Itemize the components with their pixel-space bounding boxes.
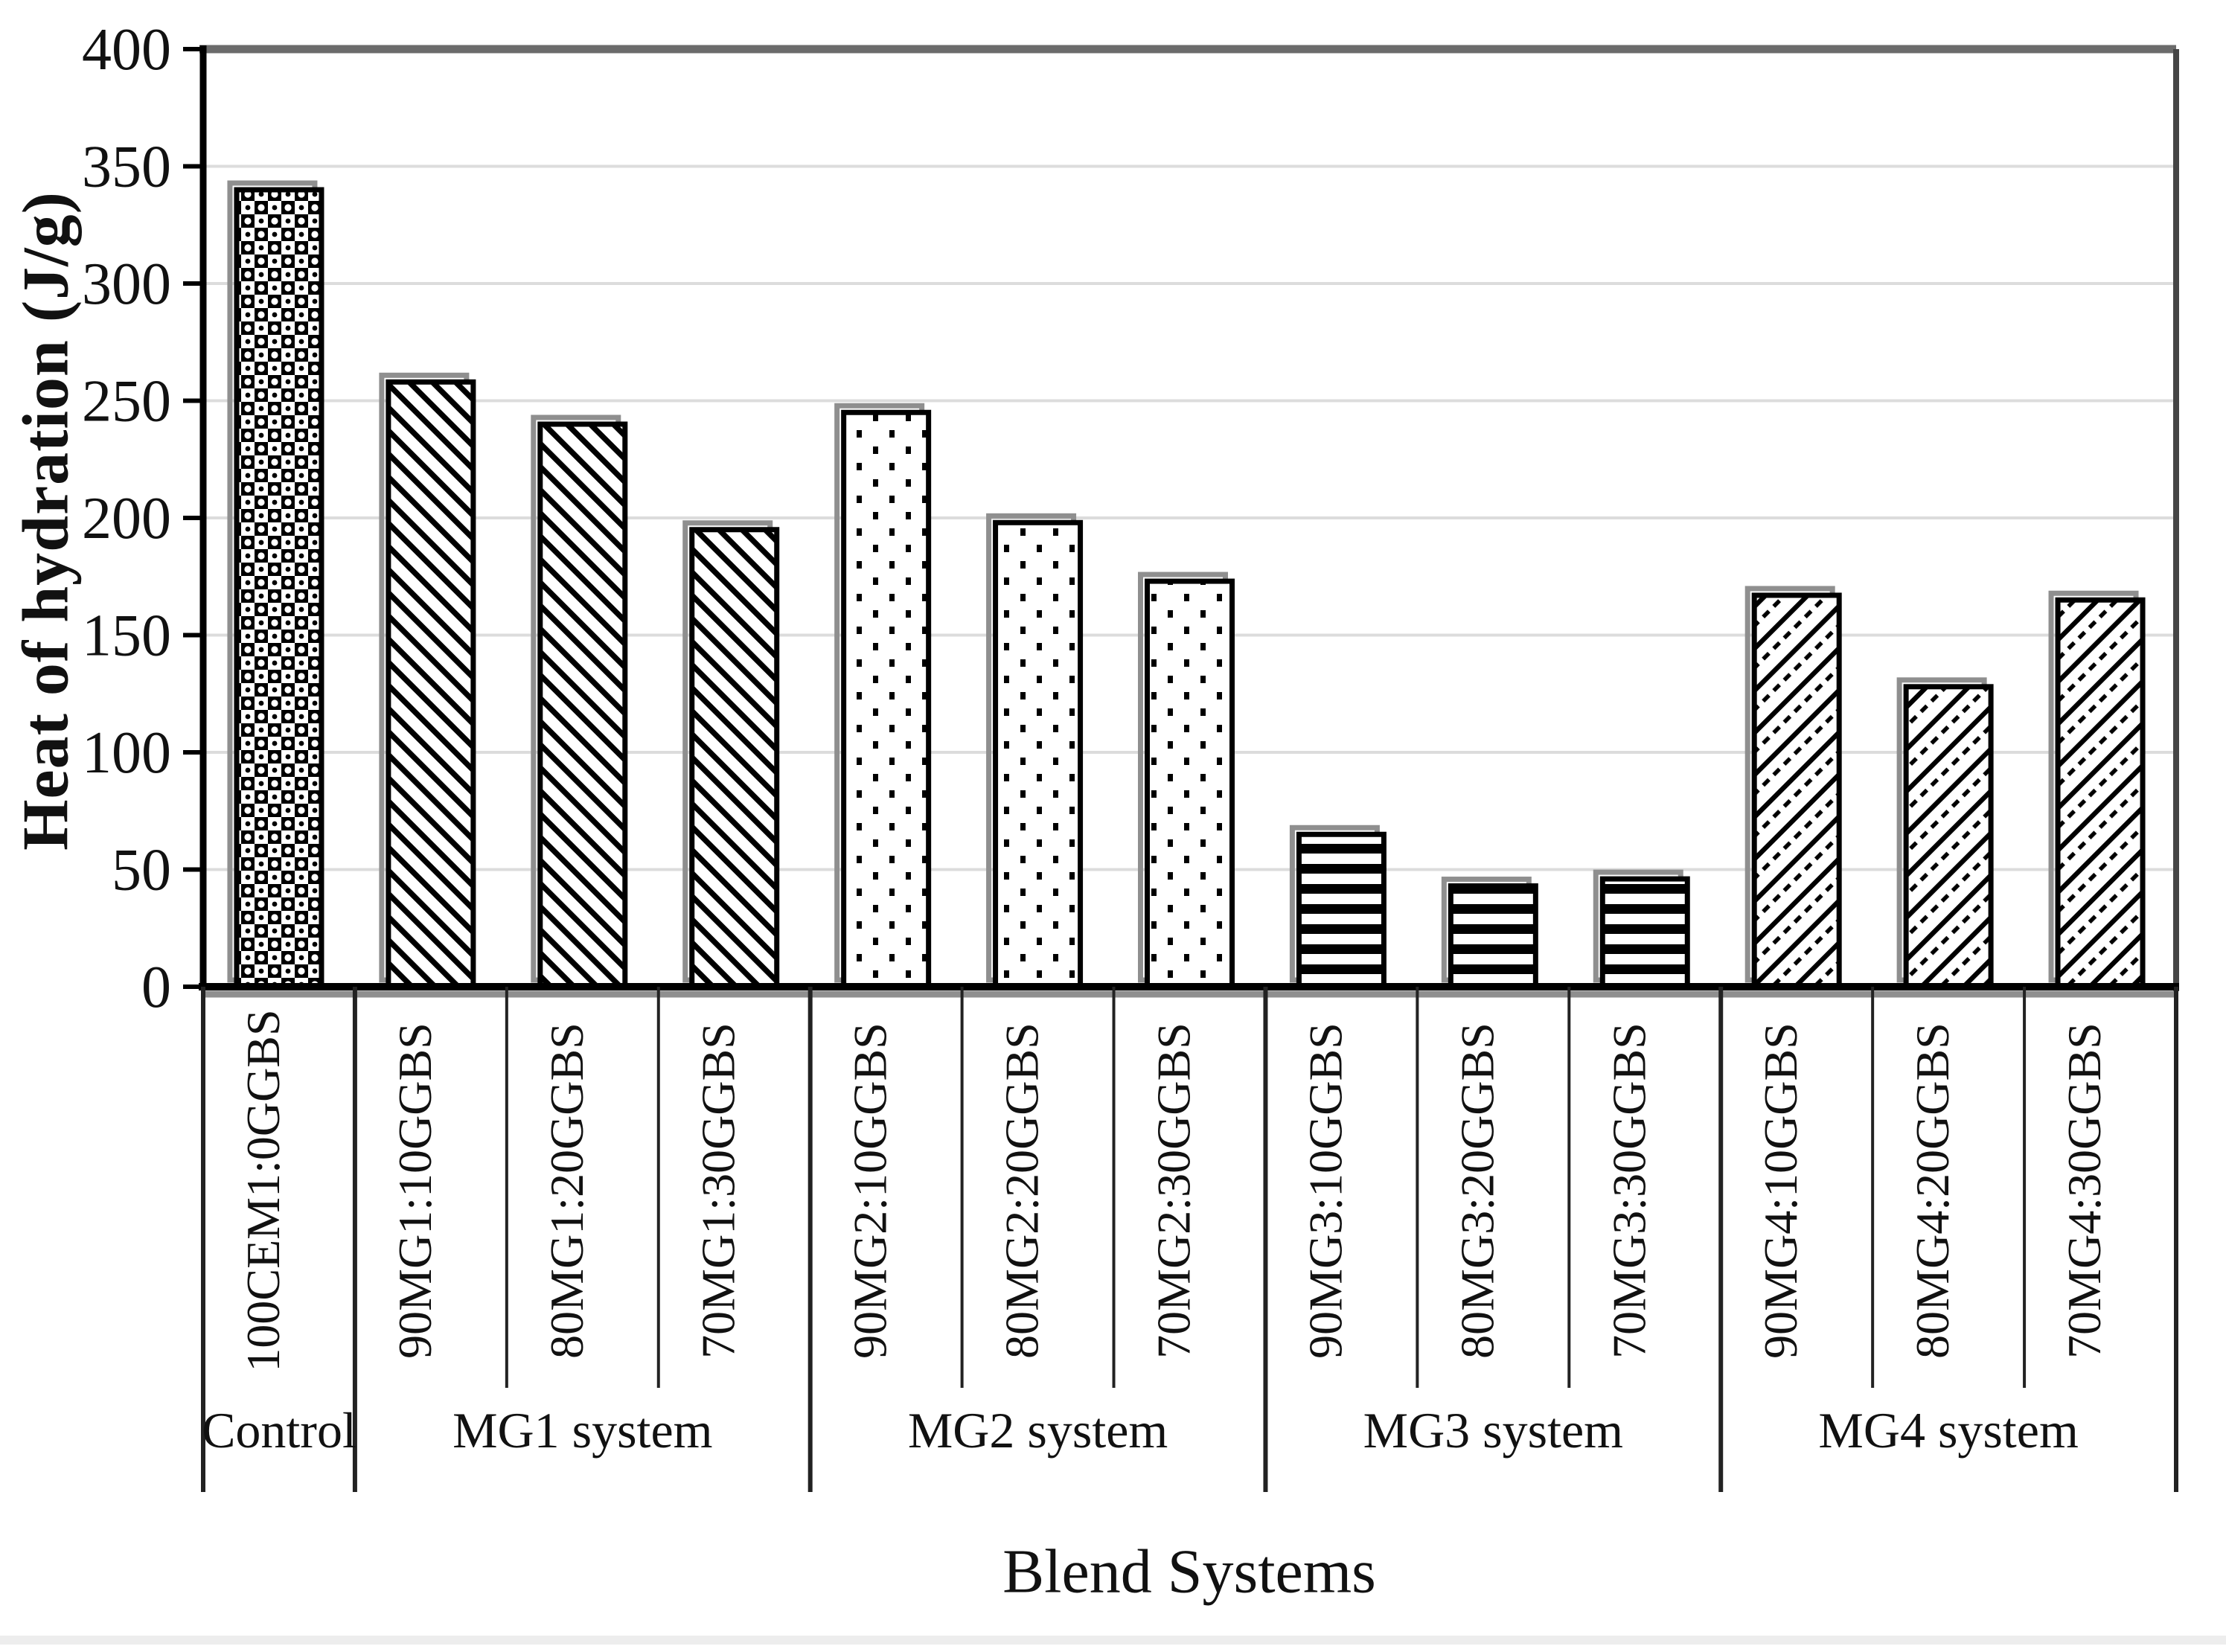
y-tick-label-0: 0	[141, 955, 171, 1020]
bar-70MG3:30GGBS	[1599, 876, 1690, 990]
bar-90MG3:10GGBS	[1296, 831, 1387, 990]
y-tick-label-100: 100	[82, 720, 171, 786]
y-tick-label-200: 200	[82, 486, 171, 551]
bar-80MG3:20GGBS	[1448, 883, 1538, 990]
category-label-70MG2:30GGBS: 70MG2:30GGBS	[1148, 1022, 1200, 1359]
x-axis-title: Blend Systems	[1002, 1537, 1376, 1607]
bar-80MG4:20GGBS	[1903, 684, 1994, 990]
y-tick-label-50: 50	[112, 838, 171, 903]
y-tick-label-150: 150	[82, 604, 171, 669]
scan-edge-artifact	[0, 1636, 2226, 1645]
bar-90MG4:10GGBS	[1751, 592, 1842, 990]
category-label-70MG3:30GGBS: 70MG3:30GGBS	[1602, 1022, 1655, 1359]
y-tick-label-250: 250	[82, 369, 171, 435]
bar-70MG2:30GGBS	[1145, 578, 1235, 990]
bar-100CEM1:0GGBS	[234, 187, 324, 990]
category-label-90MG3:10GGBS: 90MG3:10GGBS	[1299, 1022, 1352, 1359]
group-label-MG3 system: MG3 system	[1363, 1402, 1623, 1459]
category-label-90MG4:10GGBS: 90MG4:10GGBS	[1754, 1022, 1807, 1359]
y-tick-label-350: 350	[82, 135, 171, 200]
category-label-80MG3:20GGBS: 80MG3:20GGBS	[1451, 1022, 1503, 1359]
group-label-Control: Control	[202, 1402, 356, 1459]
axes-layer	[183, 45, 2179, 998]
category-label-70MG4:30GGBS: 70MG4:30GGBS	[2058, 1022, 2111, 1359]
y-tick-label-300: 300	[82, 252, 171, 317]
category-label-80MG2:20GGBS: 80MG2:20GGBS	[996, 1022, 1049, 1359]
group-label-MG4 system: MG4 system	[1818, 1402, 2078, 1459]
bar-90MG2:10GGBS	[841, 409, 932, 990]
group-label-MG1 system: MG1 system	[452, 1402, 712, 1459]
category-label-90MG1:10GGBS: 90MG1:10GGBS	[388, 1022, 441, 1359]
group-label-MG2 system: MG2 system	[908, 1402, 1168, 1459]
category-label-80MG1:20GGBS: 80MG1:20GGBS	[540, 1022, 593, 1359]
category-separators-layer	[201, 987, 2178, 1492]
bars-layer	[227, 180, 2146, 990]
category-label-70MG1:30GGBS: 70MG1:30GGBS	[692, 1022, 745, 1359]
bar-90MG1:10GGBS	[386, 379, 476, 990]
bar-80MG1:20GGBS	[537, 421, 628, 990]
y-axis-title: Heat of hydration (J/g)	[10, 191, 83, 851]
axis-text-layer: 0 50 100 150 200 250 300 350 400 100CEM1:0GGBS 90M…	[82, 17, 2111, 1459]
bar-70MG1:30GGBS	[689, 527, 780, 990]
category-label-100CEM1:0GGBS: 100CEM1:0GGBS	[237, 1009, 290, 1371]
bar-70MG4:30GGBS	[2055, 597, 2146, 990]
y-tick-label-400: 400	[82, 17, 171, 83]
category-label-90MG2:10GGBS: 90MG2:10GGBS	[844, 1022, 897, 1359]
category-label-80MG4:20GGBS: 80MG4:20GGBS	[1906, 1022, 1959, 1359]
bar-80MG2:20GGBS	[993, 519, 1084, 990]
